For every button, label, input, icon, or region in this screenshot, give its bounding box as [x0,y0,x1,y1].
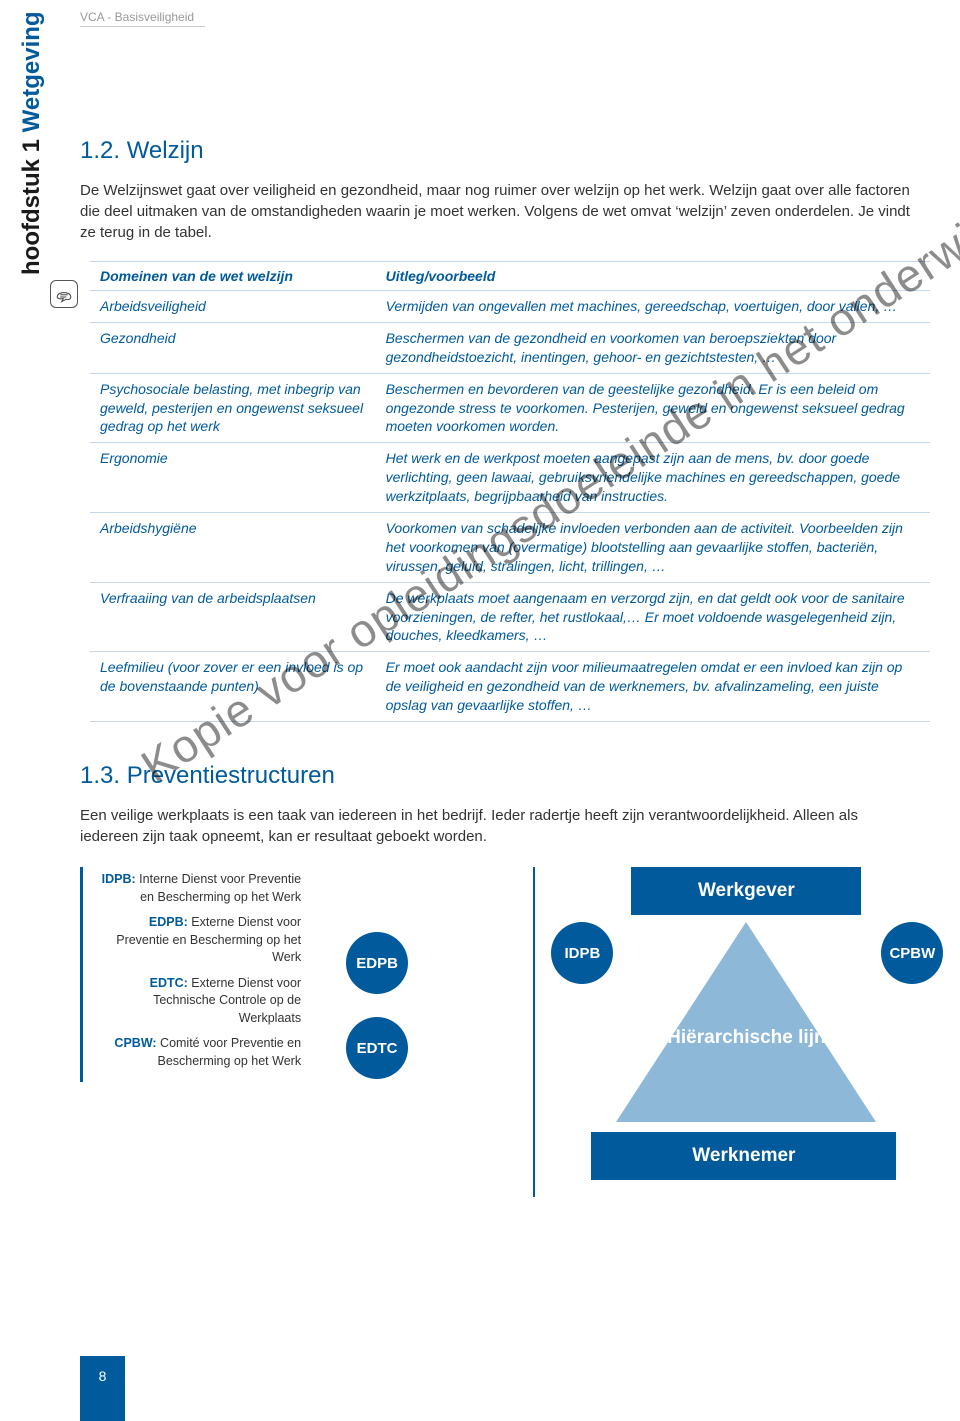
table-row: ErgonomieHet werk en de werkpost moeten … [90,443,930,513]
def-edtc: EDTC: Externe Dienst voor Technische Con… [93,975,301,1028]
table-cell: Het werk en de werkpost moeten aangepast… [376,443,930,513]
bar-werknemer: Werknemer [591,1132,896,1180]
welzijn-table: Domeinen van de wet welzijn Uitleg/voorb… [90,261,930,722]
table-row: ArbeidsveiligheidVermijden van ongevalle… [90,291,930,323]
table-cell: Arbeidsveiligheid [90,291,376,323]
table-row: Leefmilieu (voor zover er een invloed is… [90,652,930,722]
table-cell: Beschermen van de gezondheid en voorkome… [376,322,930,373]
note-icon [50,280,78,308]
def-term: EDTC: [150,976,188,990]
table-cell: Gezondheid [90,322,376,373]
table-cell: Arbeidshygiëne [90,513,376,583]
def-term: CPBW: [114,1036,156,1050]
table-header-col2: Uitleg/voorbeeld [376,262,930,291]
table-cell: Ergonomie [90,443,376,513]
def-term: EDPB: [149,915,188,929]
chapter-side-tab: hoofdstuk 1 Wetgeving [18,11,46,275]
bar-werkgever: Werkgever [631,867,861,915]
side-tab-chapter-text: hoofdstuk 1 [18,132,45,275]
heading-1-2: 1.2. Welzijn [80,137,920,165]
table-header-col1: Domeinen van de wet welzijn [90,262,376,291]
table-cell: Vermijden van ongevallen met machines, g… [376,291,930,323]
side-tab-law-text: Wetgeving [18,11,45,132]
table-row: Verfraaiing van de arbeidsplaatsenDe wer… [90,582,930,652]
table-row: GezondheidBeschermen van de gezondheid e… [90,322,930,373]
left-circle-column: EDPB EDTC [341,877,411,1177]
diagram-wrap: IDPB: Interne Dienst voor Preventie en B… [80,867,920,1197]
paragraph-1-3: Een veilige werkplaats is een taak van i… [80,805,920,847]
table-cell: Beschermen en bevorderen van de geesteli… [376,373,930,443]
triangle-label: Hiërarchische lijn [656,1027,836,1049]
def-text: Comité voor Preventie en Bescherming op … [157,1036,302,1068]
page-number: 8 [80,1356,125,1421]
table-cell: Verfraaiing van de arbeidsplaatsen [90,582,376,652]
table-cell: Psychosociale belasting, met inbegrip va… [90,373,376,443]
def-idpb: IDPB: Interne Dienst voor Preventie en B… [93,871,301,906]
table-cell: Leefmilieu (voor zover er een invloed is… [90,652,376,722]
table-row: Psychosociale belasting, met inbegrip va… [90,373,930,443]
def-text: Externe Dienst voor Preventie en Bescher… [116,915,301,964]
paragraph-1-2: De Welzijnswet gaat over veiligheid en g… [80,180,920,243]
page: VCA - Basisveiligheid hoofdstuk 1 Wetgev… [0,0,960,1421]
circle-cpbw: CPBW [881,922,943,984]
table-cell: Voorkomen van schadelijke invloeden verb… [376,513,930,583]
circle-idpb: IDPB [551,922,613,984]
triangle-hierarchy [616,922,876,1122]
definitions-sidebar: IDPB: Interne Dienst voor Preventie en B… [80,867,301,1082]
def-term: IDPB: [102,872,136,886]
table-cell: Er moet ook aandacht zijn voor milieumaa… [376,652,930,722]
table-row: ArbeidshygiëneVoorkomen van schadelijke … [90,513,930,583]
circle-edpb: EDPB [346,932,408,994]
doc-header: VCA - Basisveiligheid [80,10,205,27]
heading-1-3: 1.3. Preventiestructuren [80,762,920,790]
def-edpb: EDPB: Externe Dienst voor Preventie en B… [93,914,301,967]
def-text: Interne Dienst voor Preventie en Bescher… [136,872,301,904]
circle-edtc: EDTC [346,1017,408,1079]
prevention-diagram: IDPB CPBW Werkgever Hiërarchische lijn W… [451,867,920,1197]
diagram-vline [533,867,535,1197]
def-cpbw: CPBW: Comité voor Preventie en Beschermi… [93,1035,301,1070]
table-cell: De werkplaats moet aangenaam en verzorgd… [376,582,930,652]
